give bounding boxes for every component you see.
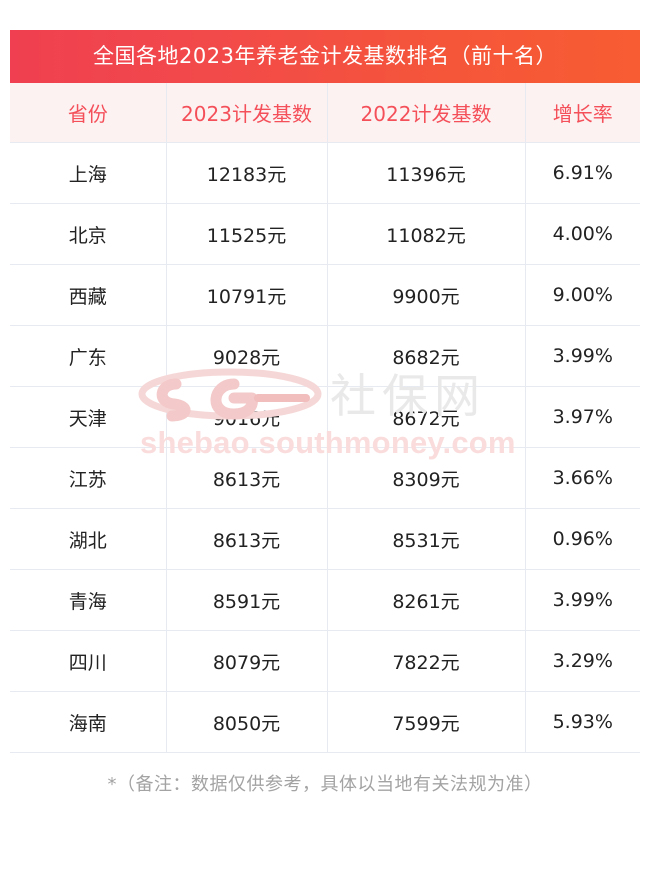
cell-province: 北京: [10, 203, 167, 265]
ranking-table: 省份 2023计发基数 2022计发基数 增长率 上海 12183元 11396…: [10, 83, 640, 753]
table-body: 上海 12183元 11396元 6.91% 北京 11525元 11082元 …: [10, 142, 640, 753]
cell-province: 湖北: [10, 508, 167, 570]
cell-province: 青海: [10, 569, 167, 631]
table-row: 北京 11525元 11082元 4.00%: [10, 203, 640, 265]
cell-base-2022: 11082元: [327, 203, 526, 265]
table-title: 全国各地2023年养老金计发基数排名（前十名）: [10, 30, 640, 83]
table-row: 广东 9028元 8682元 3.99%: [10, 325, 640, 387]
table-row: 江苏 8613元 8309元 3.66%: [10, 447, 640, 509]
column-header-growth-rate: 增长率: [525, 83, 640, 143]
cell-growth-rate: 3.66%: [525, 447, 640, 509]
table-row: 上海 12183元 11396元 6.91%: [10, 142, 640, 204]
cell-base-2023: 9016元: [166, 386, 328, 448]
cell-base-2023: 8079元: [166, 630, 328, 692]
cell-base-2023: 8050元: [166, 691, 328, 753]
cell-base-2023: 10791元: [166, 264, 328, 326]
cell-growth-rate: 6.91%: [525, 142, 640, 204]
table-row: 湖北 8613元 8531元 0.96%: [10, 508, 640, 570]
table-header-row: 省份 2023计发基数 2022计发基数 增长率: [10, 83, 640, 143]
cell-province: 上海: [10, 142, 167, 204]
ranking-table-container: 全国各地2023年养老金计发基数排名（前十名） 省份 2023计发基数 2022…: [10, 30, 640, 753]
cell-base-2022: 7599元: [327, 691, 526, 753]
cell-growth-rate: 9.00%: [525, 264, 640, 326]
cell-base-2023: 8613元: [166, 508, 328, 570]
cell-province: 海南: [10, 691, 167, 753]
cell-growth-rate: 5.93%: [525, 691, 640, 753]
cell-base-2022: 8261元: [327, 569, 526, 631]
cell-province: 西藏: [10, 264, 167, 326]
table-row: 海南 8050元 7599元 5.93%: [10, 691, 640, 753]
cell-province: 广东: [10, 325, 167, 387]
cell-growth-rate: 3.97%: [525, 386, 640, 448]
cell-base-2022: 8682元: [327, 325, 526, 387]
table-row: 四川 8079元 7822元 3.29%: [10, 630, 640, 692]
cell-growth-rate: 3.99%: [525, 569, 640, 631]
cell-base-2023: 12183元: [166, 142, 328, 204]
cell-growth-rate: 3.29%: [525, 630, 640, 692]
cell-growth-rate: 0.96%: [525, 508, 640, 570]
cell-base-2022: 8531元: [327, 508, 526, 570]
column-header-base-2023: 2023计发基数: [166, 83, 328, 143]
cell-province: 江苏: [10, 447, 167, 509]
cell-base-2022: 7822元: [327, 630, 526, 692]
cell-base-2022: 9900元: [327, 264, 526, 326]
cell-base-2022: 11396元: [327, 142, 526, 204]
cell-province: 天津: [10, 386, 167, 448]
footnote: *（备注：数据仅供参考，具体以当地有关法规为准）: [107, 774, 543, 795]
cell-base-2023: 8613元: [166, 447, 328, 509]
cell-growth-rate: 3.99%: [525, 325, 640, 387]
cell-province: 四川: [10, 630, 167, 692]
cell-base-2022: 8672元: [327, 386, 526, 448]
column-header-base-2022: 2022计发基数: [327, 83, 526, 143]
column-header-province: 省份: [10, 83, 167, 143]
table-row: 西藏 10791元 9900元 9.00%: [10, 264, 640, 326]
cell-growth-rate: 4.00%: [525, 203, 640, 265]
cell-base-2023: 9028元: [166, 325, 328, 387]
table-row: 青海 8591元 8261元 3.99%: [10, 569, 640, 631]
table-row: 天津 9016元 8672元 3.97%: [10, 386, 640, 448]
cell-base-2022: 8309元: [327, 447, 526, 509]
cell-base-2023: 8591元: [166, 569, 328, 631]
cell-base-2023: 11525元: [166, 203, 328, 265]
table-head: 省份 2023计发基数 2022计发基数 增长率: [10, 83, 640, 143]
